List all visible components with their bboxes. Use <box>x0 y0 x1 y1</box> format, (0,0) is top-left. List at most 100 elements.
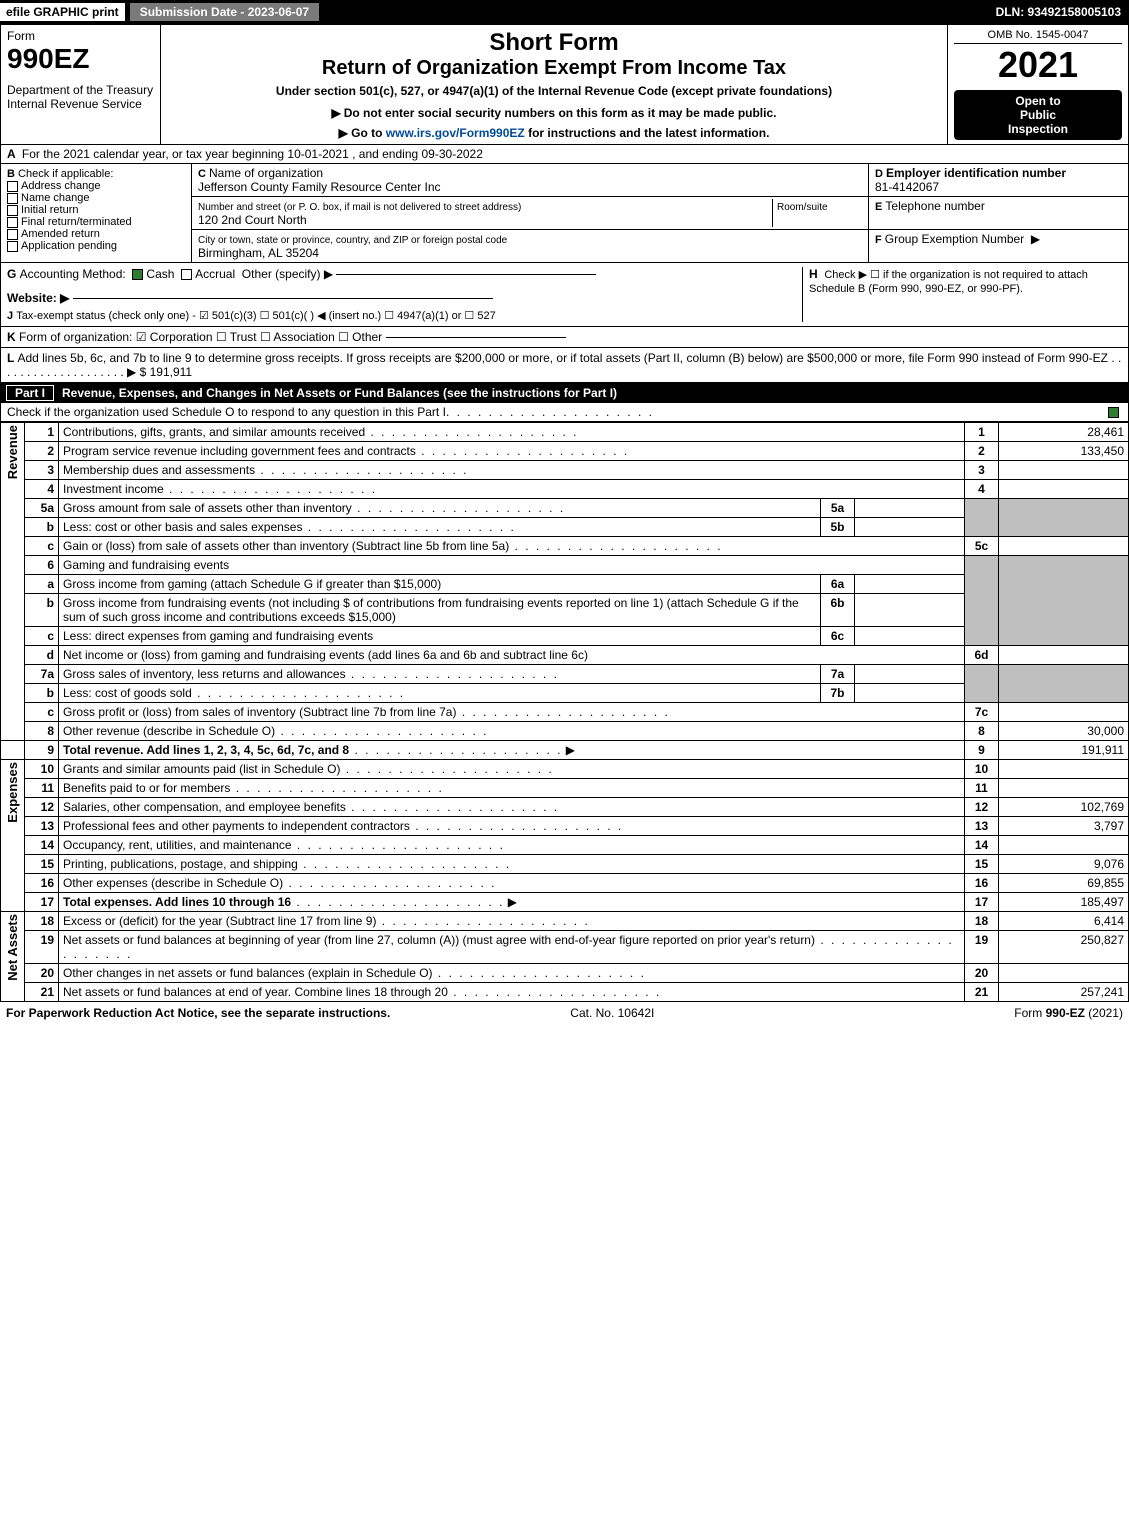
l16-ln: 16 <box>965 874 999 893</box>
l7c-d: Gross profit or (loss) from sales of inv… <box>63 705 456 719</box>
l-row: L Add lines 5b, 6c, and 7b to line 9 to … <box>0 348 1129 383</box>
g-other: Other (specify) <box>242 267 321 281</box>
l12-v: 102,769 <box>999 798 1129 817</box>
f-label: Group Exemption Number <box>885 232 1024 246</box>
l14-d: Occupancy, rent, utilities, and maintena… <box>63 838 292 852</box>
l10-v <box>999 760 1129 779</box>
l5b-sn: 5b <box>821 518 855 537</box>
l21-v: 257,241 <box>999 983 1129 1002</box>
l6-d: Gaming and fundraising events <box>59 556 965 575</box>
l19-d: Net assets or fund balances at beginning… <box>63 933 815 947</box>
chk-pending[interactable] <box>7 241 18 252</box>
l19-v: 250,827 <box>999 931 1129 964</box>
l4-d: Investment income <box>63 482 164 496</box>
i-label: Website: ▶ <box>7 291 69 305</box>
l5c-ln: 5c <box>965 537 999 556</box>
l12-d: Salaries, other compensation, and employ… <box>63 800 346 814</box>
chk-initial[interactable] <box>7 205 18 216</box>
footer-mid: Cat. No. 10642I <box>570 1006 654 1020</box>
l8-d: Other revenue (describe in Schedule O) <box>63 724 275 738</box>
l2-v: 133,450 <box>999 442 1129 461</box>
room-label: Room/suite <box>777 202 828 213</box>
note-ssn: Do not enter social security numbers on … <box>167 106 941 120</box>
l7a-n: 7a <box>25 665 59 684</box>
l7c-v <box>999 703 1129 722</box>
l10-d: Grants and similar amounts paid (list in… <box>63 762 340 776</box>
l3-d: Membership dues and assessments <box>63 463 255 477</box>
l12-n: 12 <box>25 798 59 817</box>
l20-ln: 20 <box>965 964 999 983</box>
g-label: Accounting Method: <box>20 267 126 281</box>
part1-label: Part I <box>6 385 54 401</box>
l16-v: 69,855 <box>999 874 1129 893</box>
omb: OMB No. 1545-0047 <box>954 29 1122 44</box>
l13-d: Professional fees and other payments to … <box>63 819 410 833</box>
l20-n: 20 <box>25 964 59 983</box>
j-text: Tax-exempt status (check only one) - ☑ 5… <box>16 310 496 322</box>
irs-label: Internal Revenue Service <box>7 97 154 111</box>
l8-n: 8 <box>25 722 59 741</box>
l6d-v <box>999 646 1129 665</box>
l6d-d: Net income or (loss) from gaming and fun… <box>59 646 965 665</box>
ein: 81-4142067 <box>875 180 939 194</box>
form-header: Form 990EZ Department of the Treasury In… <box>0 24 1129 145</box>
chk-scheduleO[interactable] <box>1108 407 1119 418</box>
chk-final[interactable] <box>7 217 18 228</box>
dept-treasury: Department of the Treasury <box>7 83 154 97</box>
l18-d: Excess or (deficit) for the year (Subtra… <box>63 914 376 928</box>
l11-d: Benefits paid to or for members <box>63 781 230 795</box>
section-a: A For the 2021 calendar year, or tax yea… <box>0 145 1129 164</box>
l17-n: 17 <box>25 893 59 912</box>
opt-initial: Initial return <box>21 204 78 216</box>
irs-link[interactable]: www.irs.gov/Form990EZ <box>386 126 525 140</box>
l5c-n: c <box>25 537 59 556</box>
l7b-d: Less: cost of goods sold <box>63 686 192 700</box>
l15-v: 9,076 <box>999 855 1129 874</box>
org-name: Jefferson County Family Resource Center … <box>198 180 441 194</box>
side-revenue: Revenue <box>5 425 20 479</box>
l21-ln: 21 <box>965 983 999 1002</box>
side-expenses: Expenses <box>5 762 20 823</box>
l17-v: 185,497 <box>999 893 1129 912</box>
d-label: Employer identification number <box>886 166 1066 180</box>
l21-d: Net assets or fund balances at end of ye… <box>63 985 448 999</box>
l19-n: 19 <box>25 931 59 964</box>
street: 120 2nd Court North <box>198 213 307 227</box>
j-row: J Tax-exempt status (check only one) - ☑… <box>7 309 796 322</box>
city-label: City or town, state or province, country… <box>198 235 507 246</box>
chk-name[interactable] <box>7 193 18 204</box>
l5b-n: b <box>25 518 59 537</box>
l6d-ln: 6d <box>965 646 999 665</box>
chk-address[interactable] <box>7 181 18 192</box>
l6d-n: d <box>25 646 59 665</box>
l6c-sn: 6c <box>821 627 855 646</box>
l11-ln: 11 <box>965 779 999 798</box>
l21-n: 21 <box>25 983 59 1002</box>
l7b-sn: 7b <box>821 684 855 703</box>
open3: Inspection <box>962 122 1114 136</box>
l4-v <box>999 480 1129 499</box>
l9-n: 9 <box>25 741 59 760</box>
l1-d: Contributions, gifts, grants, and simila… <box>63 425 365 439</box>
part1-sub: Check if the organization used Schedule … <box>0 403 1129 422</box>
submission-date: Submission Date - 2023-06-07 <box>129 2 320 22</box>
l2-ln: 2 <box>965 442 999 461</box>
efile-label[interactable]: efile GRAPHIC print <box>0 3 125 21</box>
l3-v <box>999 461 1129 480</box>
l9-ln: 9 <box>965 741 999 760</box>
footer-left: For Paperwork Reduction Act Notice, see … <box>6 1006 390 1020</box>
page-footer: For Paperwork Reduction Act Notice, see … <box>0 1002 1129 1024</box>
l-text: Add lines 5b, 6c, and 7b to line 9 to de… <box>17 351 1108 365</box>
chk-cash[interactable] <box>132 269 143 280</box>
l15-d: Printing, publications, postage, and shi… <box>63 857 298 871</box>
chk-amended[interactable] <box>7 229 18 240</box>
l7c-ln: 7c <box>965 703 999 722</box>
c-name-label: Name of organization <box>209 166 323 180</box>
l9-v: 191,911 <box>999 741 1129 760</box>
street-label: Number and street (or P. O. box, if mail… <box>198 202 521 213</box>
g-row: G Accounting Method: Cash Accrual Other … <box>7 267 796 281</box>
l1-n: 1 <box>25 423 59 442</box>
chk-accrual[interactable] <box>181 269 192 280</box>
l5a-d: Gross amount from sale of assets other t… <box>63 501 352 515</box>
g-cash: Cash <box>146 267 174 281</box>
